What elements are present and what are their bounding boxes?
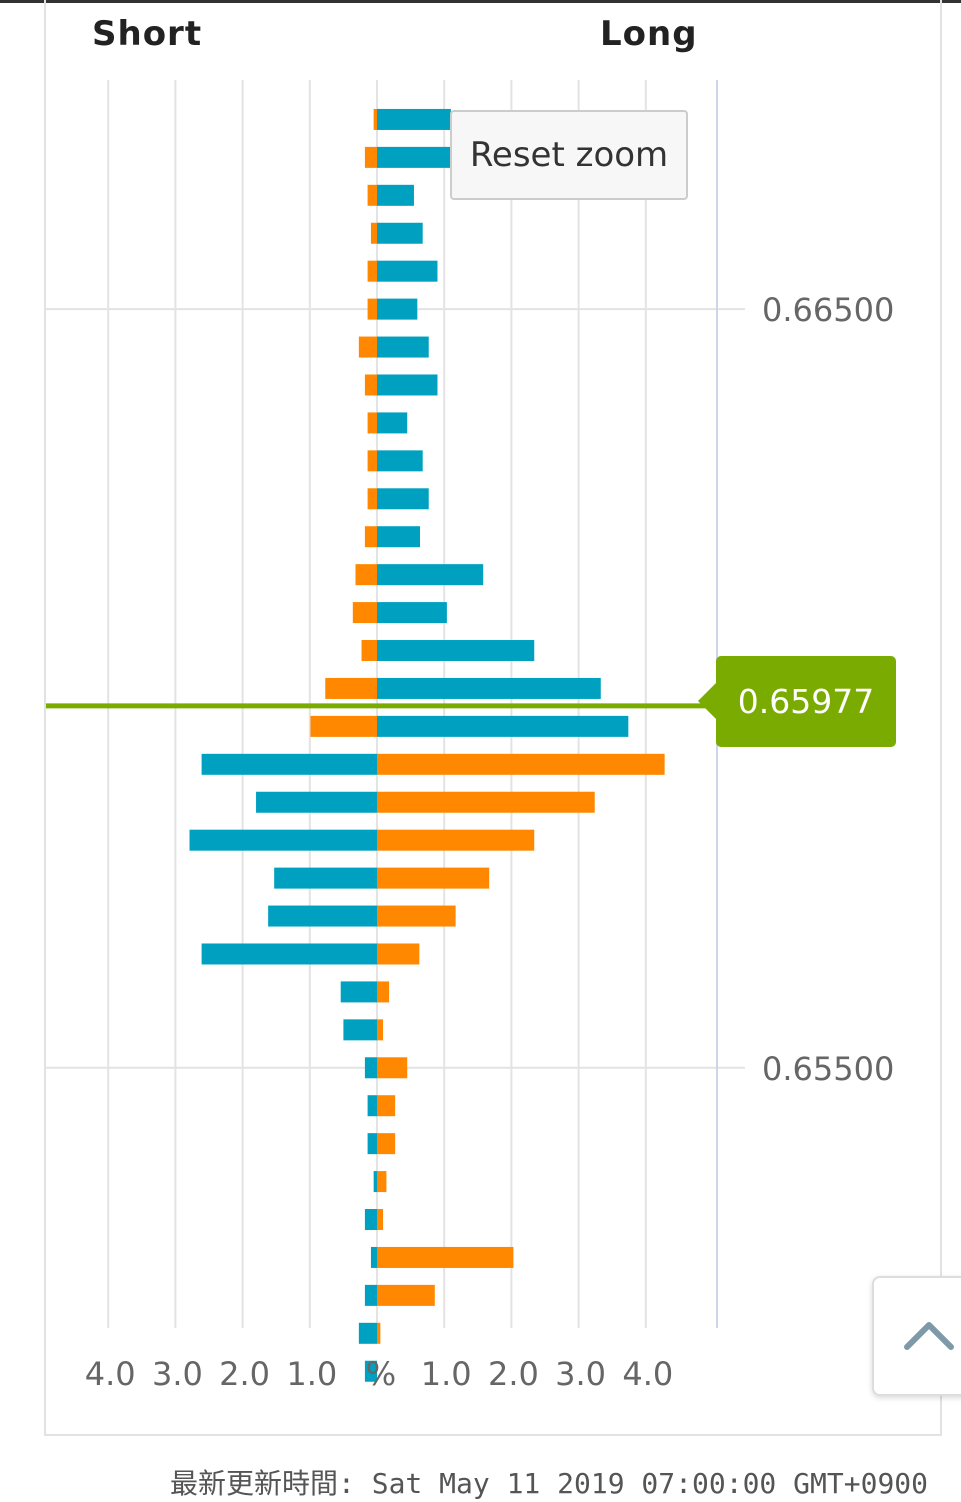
short-bar	[364, 1057, 377, 1079]
long-bar	[377, 1246, 514, 1268]
order-book-chart: 0.66500 0.65500 4.0 3.0 2.0 1.0% 1.0 2.0 3.0 4.0	[46, 80, 894, 1393]
short-bar	[373, 108, 377, 130]
short-label: Short	[92, 14, 203, 54]
short-bar	[367, 1095, 377, 1117]
long-bar	[377, 677, 601, 699]
long-bar	[377, 108, 451, 130]
short-bar	[367, 1133, 377, 1155]
short-bar	[355, 564, 377, 586]
long-bar	[377, 791, 595, 813]
short-bar	[358, 336, 377, 358]
x-tick-label: 2.0	[219, 1355, 270, 1393]
short-bar	[189, 829, 377, 851]
price-axis-label: 0.65500	[762, 1050, 894, 1088]
long-bar	[377, 1133, 396, 1155]
short-bar	[367, 298, 377, 320]
long-label: Long	[600, 14, 698, 54]
long-bar	[377, 829, 535, 851]
long-bar	[377, 526, 421, 548]
short-bar	[340, 981, 377, 1003]
short-bar	[325, 677, 377, 699]
x-tick-label: 4.0	[622, 1355, 673, 1393]
short-bar	[367, 412, 377, 434]
short-bar	[370, 1246, 377, 1268]
short-bar	[310, 715, 377, 737]
long-bar	[377, 715, 629, 737]
long-bar	[377, 640, 535, 662]
long-bar	[377, 488, 429, 510]
x-tick-label: 3.0	[152, 1355, 203, 1393]
long-bar	[377, 1322, 381, 1344]
reset-zoom-button[interactable]: Reset zoom	[450, 110, 688, 200]
long-bar	[377, 564, 484, 586]
x-tick-label: 2.0	[488, 1355, 539, 1393]
x-tick-label: 1.0	[286, 1355, 337, 1393]
axes: 0.66500 0.65500 4.0 3.0 2.0 1.0% 1.0 2.0 3.0 4.0	[46, 80, 894, 1393]
short-bar	[274, 867, 377, 889]
short-bar	[364, 526, 377, 548]
long-bar	[377, 1019, 384, 1041]
short-bar	[373, 1171, 377, 1193]
long-bar	[377, 867, 490, 889]
long-bar	[377, 450, 423, 472]
short-bar	[364, 1209, 377, 1231]
long-bar	[377, 1171, 387, 1193]
short-bar	[352, 602, 377, 624]
long-bar	[377, 602, 447, 624]
long-bar	[377, 260, 438, 282]
x-tick-label: %	[366, 1355, 396, 1393]
top-rule	[0, 0, 961, 3]
x-tick-label: 1.0	[421, 1355, 472, 1393]
long-bar	[377, 1284, 435, 1306]
short-bar	[367, 184, 377, 206]
short-bar	[367, 450, 377, 472]
short-bar	[364, 146, 377, 168]
long-bar	[377, 1095, 396, 1117]
short-bar	[268, 905, 377, 927]
short-bar	[367, 488, 377, 510]
long-bar	[377, 412, 408, 434]
last-updated-text: 最新更新時間: Sat May 11 2019 07:00:00 GMT+090…	[170, 1467, 929, 1500]
current-price-flag: 0.65977	[698, 656, 896, 747]
long-bar	[377, 753, 665, 775]
short-bar	[364, 374, 377, 396]
scroll-to-top-button[interactable]	[872, 1276, 961, 1396]
short-bar	[370, 222, 377, 244]
long-bar	[377, 146, 451, 168]
long-bar	[377, 981, 390, 1003]
long-bar	[377, 336, 429, 358]
long-bar	[377, 905, 456, 927]
x-tick-label: 3.0	[555, 1355, 606, 1393]
long-bar	[377, 184, 414, 206]
short-bar	[256, 791, 377, 813]
short-bar	[201, 753, 377, 775]
short-bar	[361, 640, 377, 662]
long-bar	[377, 222, 423, 244]
chevron-up-icon	[904, 1322, 954, 1350]
long-bar	[377, 1209, 384, 1231]
long-bar	[377, 374, 438, 396]
short-bar	[201, 943, 377, 965]
x-tick-label: 4.0	[85, 1355, 136, 1393]
short-bar	[367, 260, 377, 282]
short-bar	[358, 1322, 377, 1344]
long-bar	[377, 298, 418, 320]
long-bar	[377, 1057, 408, 1079]
price-axis-label: 0.66500	[762, 291, 894, 329]
short-bar	[364, 1360, 377, 1382]
bars	[189, 108, 665, 1382]
long-bar	[377, 943, 420, 965]
short-bar	[364, 1284, 377, 1306]
chart-panel	[44, 0, 942, 1436]
short-bar	[343, 1019, 377, 1041]
